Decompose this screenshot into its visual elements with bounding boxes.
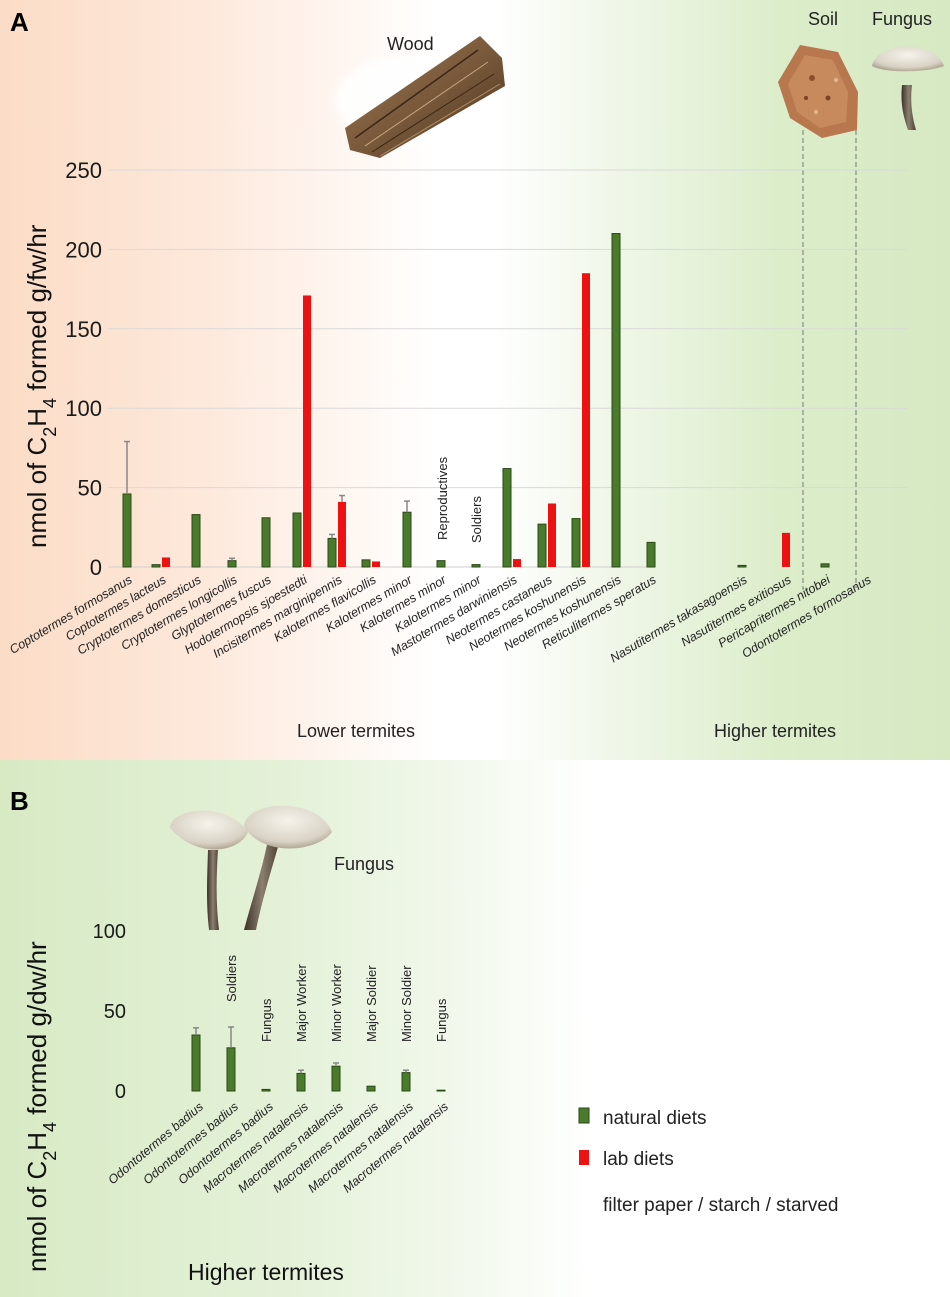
bar-a-natural-10 [471,564,481,568]
fungus-image-a [872,46,944,130]
annotation-b-2: Fungus [259,998,274,1042]
soil-label: Soil [808,9,838,29]
legend-label-natural: natural diets [603,1108,707,1129]
bar-a-lab-12 [548,503,556,567]
bar-a-natural-16 [737,564,747,568]
annotation-b-4: Minor Worker [329,964,344,1042]
panel-a-label: A [10,7,29,37]
legend-note: filter paper / starch / starved [603,1195,839,1216]
y-tick-a-250: 250 [65,158,102,183]
group-label-higher: Higher termites [714,721,836,741]
y-axis-label-b: nmol of C2H4 formed g/dw/hr [22,941,60,1272]
bar-a-lab-5 [303,295,311,567]
bar-a-lab-17 [782,532,790,567]
group-label-b: Higher termites [188,1259,344,1285]
annotation-b-3: Major Worker [294,964,309,1042]
annotation-b-6: Minor Soldier [399,965,414,1042]
wood-label: Wood [387,34,434,54]
bar-a-natural-2 [191,514,201,568]
y-tick-a-100: 100 [65,396,102,421]
legend: natural diets lab diets filter paper / s… [578,1107,839,1216]
y-tick-b-100: 100 [93,921,126,943]
bar-a-natural-7 [361,559,371,568]
y-axis-label-a: nmol of C2H4 formed g/fw/hr [22,224,60,548]
bar-a-natural-11 [502,468,512,568]
bar-a-lab-1 [162,557,170,567]
y-tick-a-0: 0 [90,555,102,580]
group-label-lower: Lower termites [297,721,415,741]
fungus-image-b [170,805,332,930]
y-tick-a-50: 50 [78,476,102,501]
bar-a-natural-5 [292,512,302,568]
y-tick-b-0: 0 [115,1081,126,1103]
panel-b-label: B [10,786,29,816]
bar-a-natural-13 [571,518,581,568]
bar-b-natural-1 [226,1047,236,1092]
bar-a-natural-8 [402,511,412,568]
bar-a-natural-9 [436,560,446,568]
legend-swatch-lab [579,1150,589,1165]
fungus-label-a: Fungus [872,9,932,29]
bar-b-natural-0 [191,1034,201,1092]
y-tick-b-50: 50 [104,1001,126,1023]
bar-a-lab-13 [582,273,590,567]
y-tick-a-150: 150 [65,317,102,342]
annotation-b-7: Fungus [434,998,449,1042]
annotation-soldiers: Soldiers [469,496,484,543]
bar-a-natural-4 [261,517,271,568]
bar-a-lab-11 [513,559,521,567]
bar-a-natural-1 [151,564,161,568]
legend-swatch-natural [578,1107,590,1124]
y-tick-a-200: 200 [65,237,102,262]
bar-b-natural-2 [261,1088,271,1092]
bar-b-natural-3 [296,1072,306,1092]
panel-b-background [0,760,950,1297]
bar-b-natural-4 [331,1065,341,1092]
bar-b-natural-7 [436,1089,446,1092]
bar-a-natural-0 [122,493,132,568]
annotation-b-5: Major Soldier [364,965,379,1042]
annotation-reproductives: Reproductives [435,456,450,540]
bar-a-natural-6 [327,537,337,568]
bar-a-natural-15 [646,541,656,568]
bar-a-lab-6 [338,501,346,567]
wood-image [335,36,505,158]
annotation-b-1: Soldiers [224,955,239,1002]
bar-b-natural-5 [366,1085,376,1092]
soil-image [778,45,858,138]
bar-a-natural-12 [537,523,547,568]
legend-label-lab: lab diets [603,1149,674,1170]
bar-a-lab-7 [372,561,380,567]
bar-a-natural-14 [611,233,621,568]
bar-b-natural-6 [401,1072,411,1092]
bar-a-natural-18 [820,563,830,568]
fungus-label-b: Fungus [334,854,394,874]
bar-a-natural-3 [227,560,237,568]
